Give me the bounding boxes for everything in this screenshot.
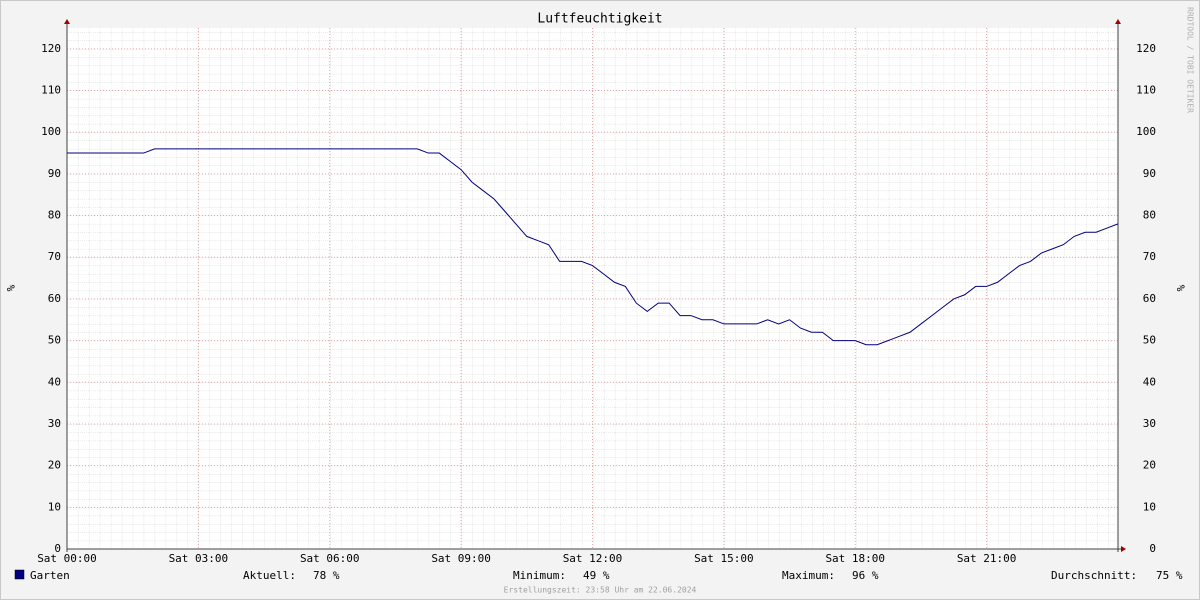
axis-arrow — [1115, 19, 1121, 24]
y-tick-label: 40 — [48, 375, 61, 388]
x-tick-label: Sat 06:00 — [300, 552, 360, 565]
y2-tick-label: 0 — [1149, 542, 1156, 555]
y2-tick-label: 30 — [1143, 417, 1156, 430]
legend-swatch — [14, 569, 25, 580]
y2-axis-label: % — [1174, 285, 1187, 292]
x-tick-label: Sat 21:00 — [957, 552, 1017, 565]
stat-name: Aktuell: — [243, 569, 296, 582]
y2-tick-label: 50 — [1143, 334, 1156, 347]
minor-grid — [67, 28, 1118, 549]
y2-tick-label: 70 — [1143, 250, 1156, 263]
stat-value: 78 % — [313, 569, 340, 582]
y-tick-label: 110 — [41, 84, 61, 97]
y2-tick-label: 40 — [1143, 375, 1156, 388]
y-tick-label: 30 — [48, 417, 61, 430]
y2-tick-label: 20 — [1143, 459, 1156, 472]
stat-name: Maximum: — [782, 569, 835, 582]
y-tick-label: 100 — [41, 125, 61, 138]
y2-tick-label: 110 — [1136, 84, 1156, 97]
y-tick-label: 60 — [48, 292, 61, 305]
stat-name: Durchschnitt: — [1051, 569, 1137, 582]
legend-label: Garten — [30, 569, 70, 582]
footer: Erstellungszeit: 23:58 Uhr am 22.06.2024 — [504, 586, 697, 595]
stat-value: 49 % — [583, 569, 610, 582]
y-tick-label: 50 — [48, 334, 61, 347]
y-tick-label: 80 — [48, 209, 61, 222]
y-tick-label: 70 — [48, 250, 61, 263]
y2-tick-label: 10 — [1143, 500, 1156, 513]
watermark: RRDTOOL / TOBI OETIKER — [1186, 7, 1195, 113]
x-tick-label: Sat 00:00 — [37, 552, 97, 565]
y2-tick-label: 100 — [1136, 125, 1156, 138]
x-tick-label: Sat 12:00 — [563, 552, 623, 565]
y2-tick-label: 120 — [1136, 42, 1156, 55]
y2-tick-label: 80 — [1143, 209, 1156, 222]
y-tick-label: 120 — [41, 42, 61, 55]
y-tick-label: 90 — [48, 167, 61, 180]
axis-arrow — [1121, 546, 1126, 552]
x-tick-label: Sat 09:00 — [431, 552, 491, 565]
axis-arrow — [64, 19, 70, 24]
y2-tick-label: 60 — [1143, 292, 1156, 305]
stat-name: Minimum: — [513, 569, 566, 582]
x-tick-label: Sat 03:00 — [169, 552, 229, 565]
y-tick-label: 10 — [48, 500, 61, 513]
y-tick-label: 0 — [54, 542, 61, 555]
chart-title: Luftfeuchtigkeit — [537, 12, 662, 27]
y-axis-label: % — [4, 285, 17, 292]
stat-value: 75 % — [1156, 569, 1183, 582]
series-line — [67, 148, 1119, 346]
stat-value: 96 % — [852, 569, 879, 582]
y-tick-label: 20 — [48, 459, 61, 472]
x-tick-label: Sat 18:00 — [825, 552, 885, 565]
y2-tick-label: 90 — [1143, 167, 1156, 180]
x-tick-label: Sat 15:00 — [694, 552, 754, 565]
